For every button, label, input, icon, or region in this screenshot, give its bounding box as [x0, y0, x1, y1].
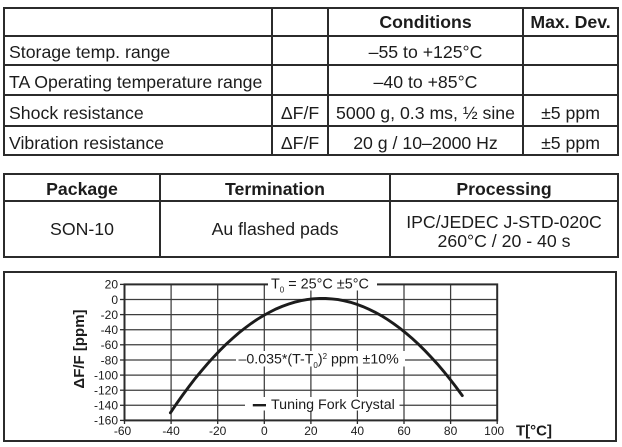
svg-text:–0.035*(T-T0)2 ppm ±10%: –0.035*(T-T0)2 ppm ±10%: [239, 351, 400, 370]
svg-text:Tuning Fork Crystal: Tuning Fork Crystal: [271, 397, 395, 413]
svg-text:0: 0: [261, 424, 268, 438]
svg-text:T0 = 25°C ±5°C: T0 = 25°C ±5°C: [271, 276, 369, 294]
svg-text:-20: -20: [209, 424, 227, 438]
svg-text:-60: -60: [101, 338, 119, 352]
svg-text:60: 60: [397, 424, 411, 438]
svg-text:80: 80: [444, 424, 458, 438]
svg-text:-60: -60: [114, 424, 132, 438]
svg-text:20: 20: [105, 278, 119, 292]
svg-text:100: 100: [484, 424, 504, 438]
svg-text:ΔF/F [ppm]: ΔF/F [ppm]: [71, 309, 88, 388]
svg-text:-40: -40: [101, 323, 119, 337]
svg-text:-140: -140: [94, 399, 118, 413]
svg-text:-80: -80: [101, 353, 119, 367]
svg-text:-120: -120: [94, 384, 118, 398]
svg-text:-100: -100: [94, 368, 118, 382]
svg-text:-40: -40: [162, 424, 180, 438]
svg-text:-160: -160: [94, 414, 118, 428]
svg-text:0: 0: [111, 293, 118, 307]
svg-text:20: 20: [304, 424, 318, 438]
svg-text:-20: -20: [101, 308, 119, 322]
svg-text:T[°C]: T[°C]: [516, 422, 552, 439]
svg-text:40: 40: [351, 424, 365, 438]
